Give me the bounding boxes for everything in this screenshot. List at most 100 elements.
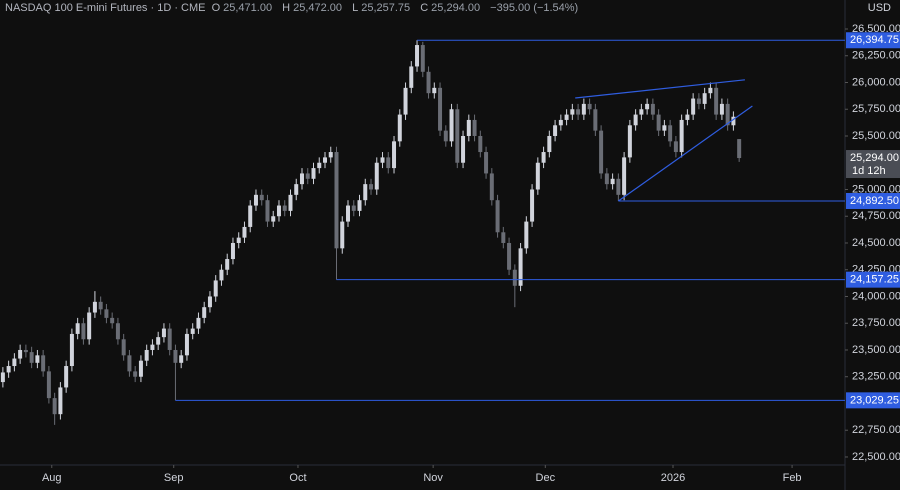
level-label-bg: [846, 192, 900, 209]
candle-body: [685, 114, 690, 120]
candle-body: [708, 87, 713, 94]
candle-body: [524, 221, 529, 249]
candle-body: [449, 109, 454, 142]
candle-body: [731, 116, 736, 126]
level-label-bg: [846, 32, 900, 49]
candle-body: [438, 87, 443, 131]
ohlc-key: C: [420, 2, 429, 14]
candle-body: [288, 194, 293, 211]
ohlc-key: L: [352, 2, 359, 14]
candle-body: [305, 173, 310, 179]
candle-body: [409, 66, 414, 88]
candle-body: [489, 173, 494, 201]
y-tick-label: 22,750.00: [852, 424, 900, 436]
candle-body: [576, 109, 581, 115]
symbol-header: NASDAQ 100 E-mini Futures · 1D · CME O 25…: [5, 2, 585, 14]
candle-body: [190, 328, 195, 334]
candle-body: [737, 139, 742, 159]
ohlc-value: 25,257.75: [361, 2, 411, 14]
candle-body: [253, 194, 258, 206]
y-tick-label: 26,250.00: [852, 50, 900, 62]
candle-body: [6, 366, 11, 373]
candle-body: [547, 135, 552, 153]
candle-body: [156, 337, 161, 345]
candle-body: [161, 328, 166, 338]
candle-body: [92, 301, 97, 313]
candle-body: [386, 157, 391, 169]
candle-body: [202, 307, 207, 318]
candle-body: [46, 371, 51, 399]
candle-body: [363, 184, 368, 201]
candle-body: [225, 259, 230, 270]
candle-body: [115, 323, 120, 340]
candle-body: [104, 309, 109, 318]
candle-body: [346, 205, 351, 222]
candle-body: [357, 200, 362, 211]
level-label-bg: [846, 392, 900, 409]
y-tick-label: 25,000.00: [852, 183, 900, 195]
candle-body: [98, 301, 103, 310]
y-tick-label: 26,500.00: [852, 23, 900, 35]
candle-body: [265, 200, 270, 222]
candle-body: [207, 296, 212, 308]
countdown-label: 1d 12h: [852, 165, 886, 177]
candle-body: [0, 372, 5, 383]
candle-body: [478, 135, 483, 153]
last-price-bg: [846, 150, 900, 179]
candle-body: [69, 333, 74, 367]
candle-body: [110, 317, 115, 324]
level-label: 26,394.75: [850, 34, 899, 46]
candle-body: [599, 130, 604, 174]
candle-body: [501, 232, 506, 243]
candle-body: [219, 269, 224, 281]
candle-body: [541, 152, 546, 163]
level-label: 24,157.25: [850, 274, 899, 286]
currency-button[interactable]: USD: [867, 2, 891, 14]
candle-body: [415, 45, 420, 67]
candle-body: [530, 189, 535, 222]
candle-body: [87, 312, 92, 340]
candle-body: [52, 398, 57, 415]
candle-body: [696, 98, 701, 104]
ohlc-value: 25,294.00: [431, 2, 481, 14]
y-tick-label: 24,750.00: [852, 210, 900, 222]
candle-body: [691, 98, 696, 115]
candle-body: [432, 87, 437, 94]
candle-body: [133, 371, 138, 377]
candle-body: [340, 221, 345, 249]
candle-body: [64, 366, 69, 388]
candle-body: [518, 248, 523, 286]
candle-body: [558, 119, 563, 126]
ohlc-key: O: [211, 2, 221, 14]
candle-body: [564, 114, 569, 120]
candle-body: [127, 355, 132, 372]
trendline: [618, 105, 753, 202]
candle-body: [380, 157, 385, 163]
candle-body: [29, 352, 34, 363]
candle-body: [443, 130, 448, 142]
ohlc-value: 25,471.00: [223, 2, 273, 14]
candle-body: [184, 333, 189, 356]
x-tick-label: Dec: [536, 472, 556, 484]
x-tick-label: 2026: [661, 472, 685, 484]
candle-body: [271, 216, 276, 222]
trendline: [575, 79, 745, 99]
x-tick-label: Nov: [423, 472, 443, 484]
ohlc-value: 25,472.00: [293, 2, 343, 14]
candle-body: [645, 103, 650, 110]
candle-body: [581, 103, 586, 115]
candle-body: [18, 349, 23, 359]
candle-body: [317, 162, 322, 169]
candle-body: [41, 355, 46, 372]
candle-body: [553, 125, 558, 136]
candle-body: [138, 360, 143, 377]
candle-body: [282, 205, 287, 211]
last-price-label: 25,294.00: [850, 152, 899, 164]
candle-body: [466, 119, 471, 136]
candle-body: [472, 119, 477, 136]
candle-body: [714, 87, 719, 115]
candle-body: [276, 205, 281, 217]
candle-body: [639, 109, 644, 115]
